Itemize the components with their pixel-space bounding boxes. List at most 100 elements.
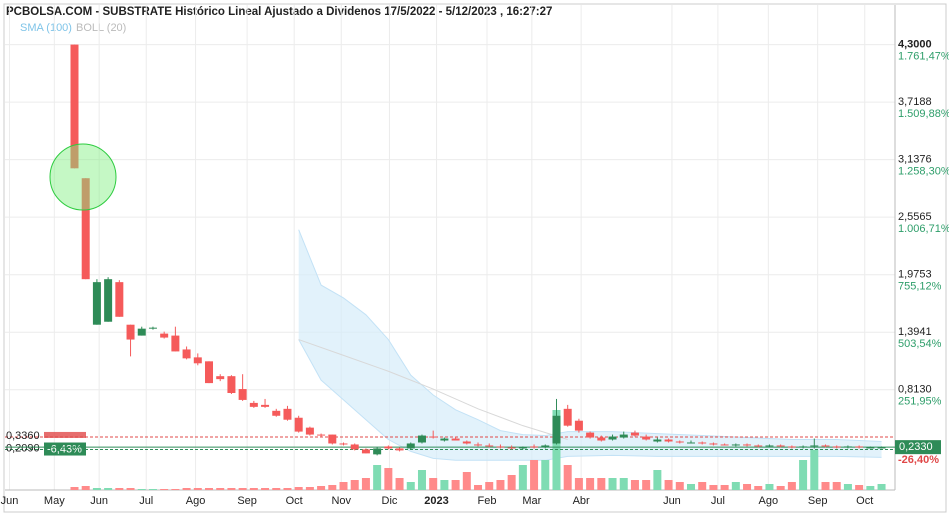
y-tick-change: 1.258,30% [898,166,949,178]
volume-bar [350,480,359,490]
candle-body [283,408,292,420]
candle-body [855,446,864,448]
candle-body [541,445,550,448]
candle-body [664,439,673,442]
candle-body [70,44,79,169]
volume-bar [843,484,852,490]
candle-body [574,420,583,431]
last-change-label: -26,40% [898,454,939,466]
volume-bar [877,484,886,490]
y-tick-label: 0,8130 [898,384,932,396]
x-tick-label: May [44,495,65,507]
bollinger-upper [298,229,882,442]
volume-bar [283,488,292,490]
volume-bar [686,484,695,490]
volume-bar [586,478,595,490]
candle-body [709,443,718,445]
volume-bar [70,487,79,490]
candle-body [429,436,438,438]
volume-bar [653,470,662,490]
price-line-label: 0,3360 [6,430,40,442]
volume-bar [496,480,505,490]
candle-body [305,427,314,435]
volume-bar [317,486,326,490]
volume-bar [261,488,270,490]
volume-bar [642,480,651,490]
volume-bar [765,484,774,490]
sma-line [298,339,568,440]
volume-bar [664,480,673,490]
candle-body [216,376,225,380]
y-tick-change: 1.006,71% [898,223,949,235]
volume-bar [148,489,157,490]
candle-body [799,446,808,448]
volume-bar [698,482,707,490]
candle-body [115,282,124,317]
volume-bar [238,488,247,490]
candle-body [787,446,796,448]
volume-bar [731,482,740,490]
volume-bar [272,488,281,490]
candle-body [81,178,90,280]
volume-bar [294,487,303,490]
volume-bar [115,488,124,490]
y-tick-change: 251,95% [898,396,942,408]
candle-body [193,357,202,364]
volume-bar [597,478,606,490]
volume-bar [339,482,348,490]
candle-body [518,447,527,449]
candle-body [731,444,740,446]
volume-bar [451,480,460,490]
x-tick-label: 2023 [424,495,448,507]
candle-body [261,404,270,407]
candle-body [137,328,146,336]
volume-bar [216,488,225,490]
candle-body [530,446,539,448]
candle-body [328,434,337,444]
candle-body [126,324,135,340]
volume-bar [574,478,583,490]
volume-bar [855,485,864,490]
volume-bar [171,489,180,490]
x-tick-label: Jun [1,495,19,507]
volume-bar [507,475,516,490]
y-tick-change: 1.509,88% [898,108,949,120]
candle-body [608,436,617,440]
volume-bar [182,488,191,490]
x-tick-label: Sep [237,495,257,507]
candle-body [451,438,460,441]
volume-bar [709,485,718,490]
volume-bar [541,460,550,490]
candle-body [205,361,214,384]
candle-body [496,446,505,448]
candle-body [104,279,113,322]
x-tick-label: Mar [522,495,541,507]
x-tick-label: Nov [331,495,351,507]
volume-bar [675,482,684,490]
y-tick-label: 1,9753 [898,269,932,281]
volume-bar [485,482,494,490]
candle-body [630,432,639,436]
candle-body [317,434,326,436]
volume-bar [440,480,449,490]
candle-body [373,448,382,455]
highlight-circle [49,143,117,211]
x-tick-label: Jul [139,495,153,507]
candle-body [754,445,763,447]
volume-bar [249,488,258,490]
candle-body [384,446,393,449]
volume-bar [160,489,169,490]
legend-sma: SMA (100) [20,22,72,34]
candle-body [686,442,695,444]
candle-body [395,448,404,451]
volume-bar [518,465,527,490]
candle-body [563,408,572,426]
volume-bar [205,488,214,490]
candle-body [160,333,169,338]
volume-bar [395,478,404,490]
volume-bar [417,470,426,490]
volume-bar [227,488,236,490]
volume-bar [743,484,752,490]
change-box [44,442,86,456]
